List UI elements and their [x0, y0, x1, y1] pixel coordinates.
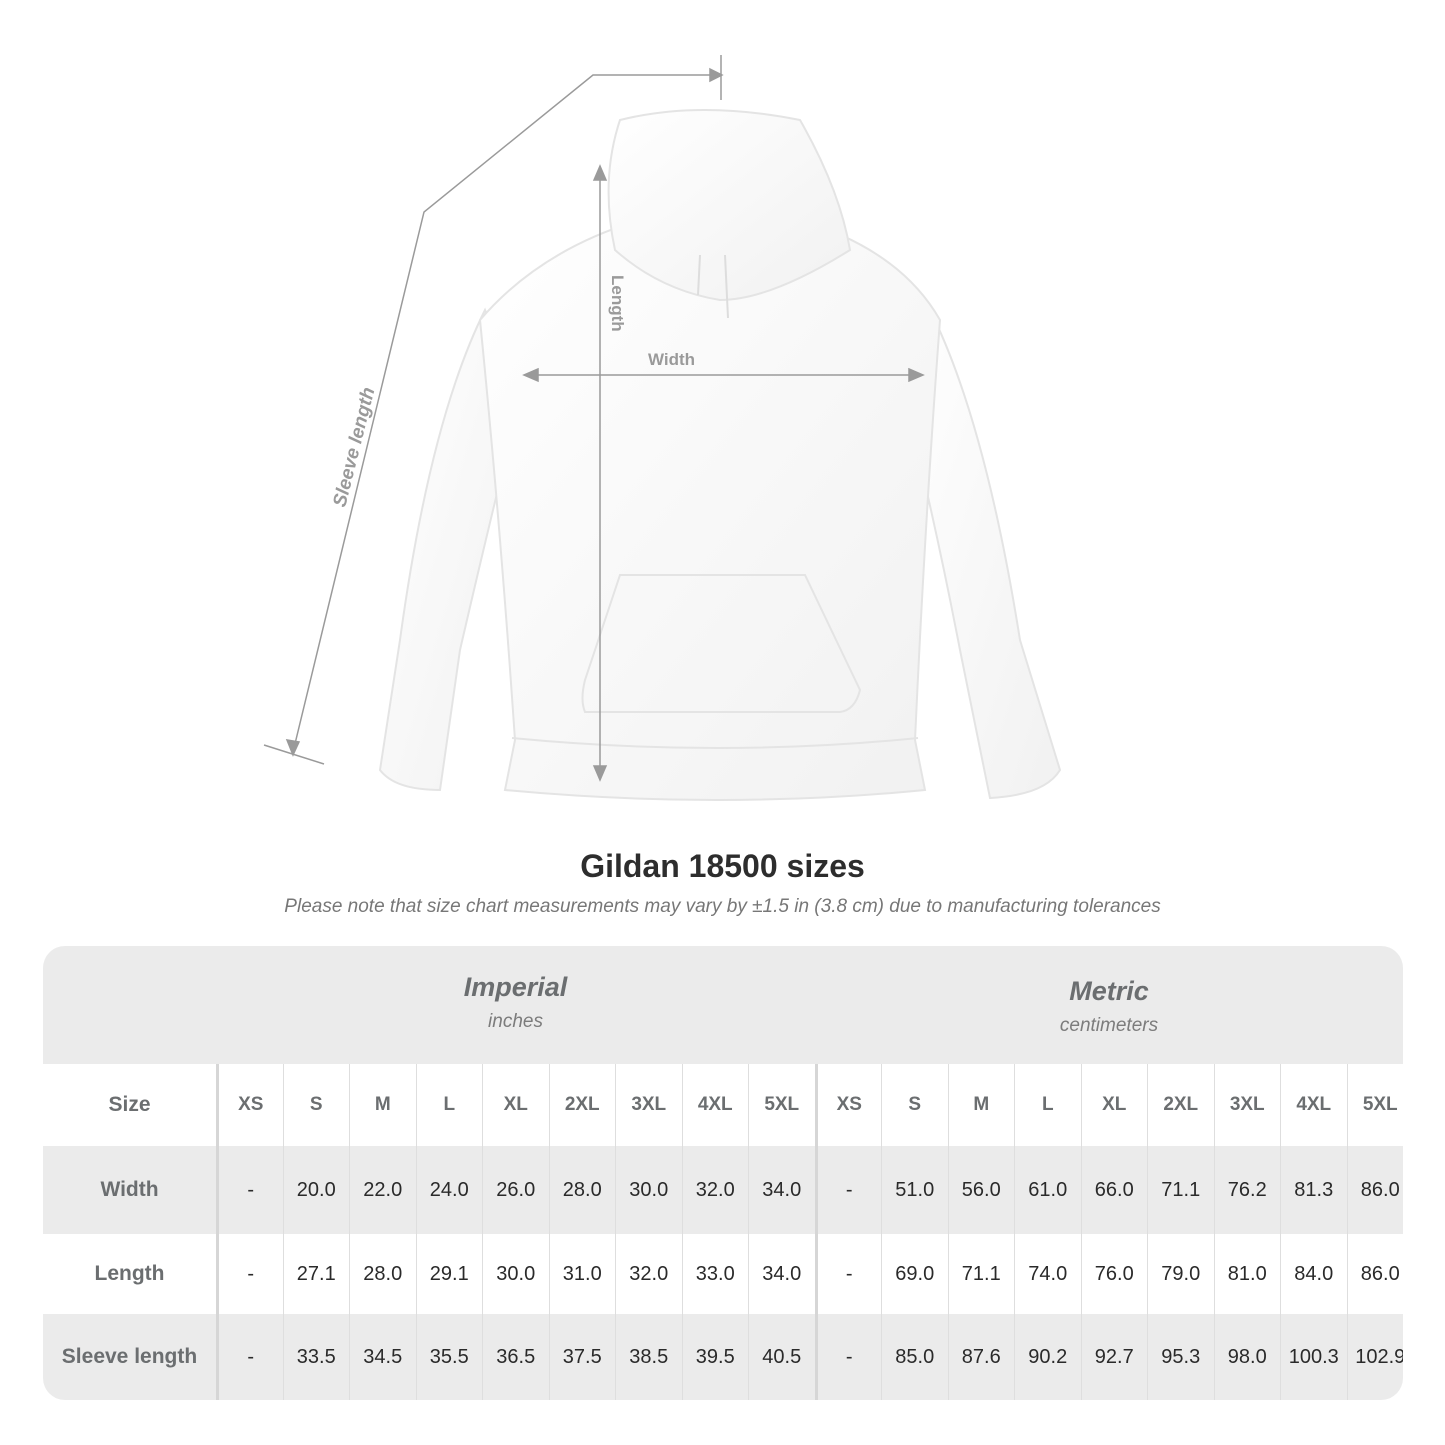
metric-value-xl: 66.0 [1080, 1146, 1148, 1234]
imperial-value-xs: - [216, 1314, 283, 1400]
imperial-value-m: 28.0 [349, 1234, 416, 1314]
imperial-size-5xl: 5XL [748, 1064, 815, 1146]
length-label: Length [608, 275, 627, 332]
metric-value-5xl: 86.0 [1346, 1234, 1404, 1314]
metric-value-3xl: 76.2 [1213, 1146, 1281, 1234]
imperial-value-4xl: 39.5 [681, 1314, 749, 1400]
metric-value-4xl: 84.0 [1280, 1234, 1347, 1314]
imperial-size-4xl: 4XL [681, 1064, 749, 1146]
imperial-value-5xl: 40.5 [748, 1314, 815, 1400]
size-row: Size XS S M L XL 2XL 3XL 4XL 5XL XS S M L XL 2XL 3XL 4XL 5… [43, 1064, 1403, 1146]
size-table: Imperial inches Metric centimeters Size X… [43, 946, 1403, 1400]
metric-value-s: 51.0 [881, 1146, 948, 1234]
metric-value-5xl: 86.0 [1346, 1146, 1404, 1234]
metric-value-s: 69.0 [881, 1234, 948, 1314]
imperial-value-m: 22.0 [349, 1146, 416, 1234]
metric-value-xs: - [814, 1146, 882, 1234]
imperial-value-xs: - [216, 1234, 283, 1314]
imperial-size-3xl: 3XL [615, 1064, 682, 1146]
imperial-value-5xl: 34.0 [748, 1146, 815, 1234]
page-title: Gildan 18500 sizes [580, 848, 865, 884]
measurement-lines [263, 55, 925, 782]
tolerance-note: Please note that size chart measurements… [284, 896, 1161, 917]
metric-size-xs: XS [814, 1064, 882, 1146]
metric-size-2xl: 2XL [1147, 1064, 1214, 1146]
imperial-value-l: 24.0 [415, 1146, 483, 1234]
metric-size-5xl: 5XL [1346, 1064, 1404, 1146]
drawstrings [697, 254, 729, 319]
imperial-value-4xl: 32.0 [681, 1146, 749, 1234]
imperial-value-m: 34.5 [349, 1314, 416, 1400]
metric-size-4xl: 4XL [1280, 1064, 1347, 1146]
imperial-value-s: 20.0 [282, 1146, 350, 1234]
metric-value-3xl: 81.0 [1213, 1234, 1281, 1314]
size-header-label: Size [108, 1093, 151, 1116]
imperial-value-s: 33.5 [282, 1314, 350, 1400]
metric-value-l: 74.0 [1014, 1234, 1081, 1314]
metric-size-m: M [947, 1064, 1015, 1146]
imperial-value-xs: - [216, 1146, 283, 1234]
metric-size-3xl: 3XL [1213, 1064, 1281, 1146]
imperial-value-2xl: 28.0 [548, 1146, 616, 1234]
imperial-value-xl: 26.0 [482, 1146, 549, 1234]
table-row-length: Length -27.1 28.0 29.1 30.0 31.0 32.0 33.0 34.0-… [43, 1234, 1403, 1314]
metric-size-l: L [1014, 1064, 1081, 1146]
imperial-value-l: 29.1 [415, 1234, 483, 1314]
metric-value-xs: - [814, 1234, 882, 1314]
metric-value-m: 87.6 [947, 1314, 1015, 1400]
metric-value-s: 85.0 [881, 1314, 948, 1400]
table-row-width: Width -20.0 22.0 24.0 26.0 28.0 30.0 32.0 34.0-5… [43, 1146, 1403, 1234]
metric-value-4xl: 81.3 [1280, 1146, 1347, 1234]
metric-value-2xl: 71.1 [1147, 1146, 1214, 1234]
width-label: Width [648, 350, 695, 369]
metric-value-l: 90.2 [1014, 1314, 1081, 1400]
imperial-size-m: M [349, 1064, 416, 1146]
metric-value-m: 71.1 [947, 1234, 1015, 1314]
imperial-size-l: L [415, 1064, 483, 1146]
table-row-sleeve-length: Sleeve length -33.5 34.5 35.5 36.5 37.5 38.5 39… [43, 1314, 1403, 1400]
hoodie-image [378, 109, 1062, 801]
table-header: Imperial inches Metric centimeters [43, 946, 1403, 1064]
row-label: Sleeve length [61, 1345, 198, 1368]
metric-value-2xl: 95.3 [1147, 1314, 1214, 1400]
imperial-value-xl: 36.5 [482, 1314, 549, 1400]
row-label: Length [94, 1262, 165, 1285]
metric-value-xs: - [814, 1314, 882, 1400]
row-label: Width [100, 1178, 159, 1201]
imperial-size-s: S [282, 1064, 350, 1146]
imperial-value-3xl: 30.0 [615, 1146, 682, 1234]
metric-value-5xl: 102.9 [1346, 1314, 1403, 1400]
imperial-size-2xl: 2XL [548, 1064, 616, 1146]
metric-value-l: 61.0 [1014, 1146, 1081, 1234]
metric-value-m: 56.0 [947, 1146, 1015, 1234]
metric-value-3xl: 98.0 [1213, 1314, 1281, 1400]
metric-value-xl: 92.7 [1080, 1314, 1148, 1400]
imperial-value-2xl: 31.0 [548, 1234, 616, 1314]
imperial-value-2xl: 37.5 [548, 1314, 616, 1400]
imperial-value-xl: 30.0 [482, 1234, 549, 1314]
metric-size-xl: XL [1080, 1064, 1148, 1146]
metric-unit: centimeters [1059, 1015, 1159, 1036]
hoodie-illustration: Length Width Sleeve length [263, 55, 1062, 801]
imperial-value-l: 35.5 [415, 1314, 483, 1400]
imperial-size-xs: XS [216, 1064, 283, 1146]
metric-value-xl: 76.0 [1080, 1234, 1148, 1314]
imperial-size-xl: XL [482, 1064, 549, 1146]
metric-title: Metric [1069, 976, 1149, 1006]
metric-value-2xl: 79.0 [1147, 1234, 1214, 1314]
imperial-title: Imperial [463, 972, 568, 1002]
imperial-value-3xl: 38.5 [615, 1314, 682, 1400]
imperial-value-3xl: 32.0 [615, 1234, 682, 1314]
metric-size-s: S [881, 1064, 948, 1146]
sleeve-length-label: Sleeve length [329, 385, 379, 509]
sleeve-line [292, 74, 720, 753]
imperial-value-5xl: 34.0 [748, 1234, 815, 1314]
metric-header: Metric centimeters [815, 946, 1403, 1094]
metric-value-4xl: 100.3 [1280, 1314, 1347, 1400]
imperial-value-4xl: 33.0 [681, 1234, 749, 1314]
imperial-value-s: 27.1 [282, 1234, 350, 1314]
imperial-unit: inches [488, 1011, 543, 1032]
imperial-header: Imperial inches [216, 946, 815, 1090]
